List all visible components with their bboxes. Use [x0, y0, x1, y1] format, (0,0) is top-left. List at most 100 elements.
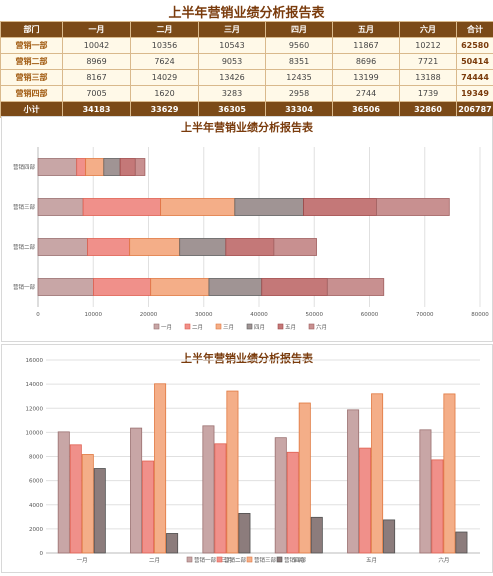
column-bar: [432, 460, 443, 553]
column-bar: [227, 391, 238, 553]
value-cell: 13188: [400, 70, 457, 86]
column-chart: 上半年营销业绩分析报告表0200040006000800010000120001…: [2, 345, 492, 572]
y-tick-label: 营销四部: [13, 163, 36, 171]
legend-label: 营销四部: [284, 556, 307, 564]
legend-label: 营销三部: [254, 556, 277, 564]
dept-cell: 营销二部: [1, 54, 63, 70]
total-cell: 74444: [457, 70, 493, 86]
value-cell: 10042: [63, 38, 131, 54]
value-cell: 8969: [63, 54, 131, 70]
legend-label: 一月: [161, 324, 172, 331]
column-bar: [94, 469, 105, 553]
value-cell: 11867: [333, 38, 400, 54]
x-tick-label: 10000: [85, 312, 103, 318]
value-cell: 8167: [63, 70, 131, 86]
bar-segment: [262, 279, 328, 296]
x-tick-label: 50000: [306, 312, 324, 318]
y-tick-label: 4000: [29, 503, 43, 509]
bar-segment: [151, 279, 209, 296]
table-header-row: 部门一月二月三月四月五月六月合计: [1, 22, 493, 38]
bar-segment: [209, 279, 262, 296]
chart-title: 上半年营销业绩分析报告表: [181, 120, 314, 134]
x-tick-label: 30000: [195, 312, 213, 318]
y-tick-label: 16000: [26, 358, 44, 364]
dept-cell: 营销四部: [1, 86, 63, 102]
x-tick-label: 0: [36, 312, 40, 318]
bar-segment: [130, 239, 180, 256]
column-bar: [299, 403, 310, 553]
bar-segment: [38, 279, 93, 296]
value-cell: 1739: [400, 86, 457, 102]
column-bar: [444, 394, 455, 553]
column-bar: [70, 445, 81, 553]
value-cell: 13426: [199, 70, 266, 86]
column-bar: [131, 428, 142, 553]
legend-label: 营销二部: [224, 556, 247, 564]
column-bar: [311, 517, 322, 553]
value-cell: 10212: [400, 38, 457, 54]
column-bar: [215, 444, 226, 553]
value-cell: 7624: [131, 54, 199, 70]
column-bar: [360, 448, 371, 553]
value-cell: 1620: [131, 86, 199, 102]
bar-segment: [86, 159, 104, 176]
bar-segment: [226, 239, 274, 256]
value-cell: 10356: [131, 38, 199, 54]
legend-label: 六月: [316, 323, 327, 331]
legend-swatch: [309, 324, 314, 329]
x-tick-label: 六月: [438, 556, 449, 564]
x-tick-label: 80000: [471, 312, 489, 318]
bar-segment: [327, 279, 383, 296]
column-header: 二月: [131, 22, 199, 38]
column-bar: [239, 513, 250, 553]
dept-cell: 营销一部: [1, 38, 63, 54]
x-tick-label: 二月: [149, 557, 160, 564]
value-cell: 8351: [266, 54, 333, 70]
value-cell: 2744: [333, 86, 400, 102]
y-tick-label: 2000: [29, 527, 43, 533]
legend-swatch: [247, 557, 252, 562]
column-header: 一月: [63, 22, 131, 38]
y-tick-label: 营销二部: [13, 243, 36, 251]
column-bar: [58, 432, 69, 553]
legend-swatch: [247, 324, 252, 329]
legend-swatch: [217, 557, 222, 562]
bar-segment: [180, 239, 226, 256]
bar-segment: [161, 199, 235, 216]
column-bar: [348, 410, 359, 553]
bar-segment: [120, 159, 135, 176]
legend-swatch: [154, 324, 159, 329]
column-bar: [420, 430, 431, 553]
bar-segment: [38, 159, 77, 176]
legend-swatch: [216, 324, 221, 329]
value-cell: 2958: [266, 86, 333, 102]
x-tick-label: 70000: [416, 312, 434, 318]
column-header: 五月: [333, 22, 400, 38]
bar-segment: [83, 199, 161, 216]
y-tick-label: 6000: [29, 479, 43, 485]
bar-segment: [104, 159, 120, 176]
legend-label: 三月: [223, 324, 234, 331]
total-cell: 50414: [457, 54, 493, 70]
total-cell: 62580: [457, 38, 493, 54]
value-cell: 9053: [199, 54, 266, 70]
x-tick-label: 五月: [366, 557, 377, 564]
column-bar: [143, 461, 154, 553]
value-cell: 13199: [333, 70, 400, 86]
bar-segment: [38, 239, 88, 256]
dept-cell: 营销三部: [1, 70, 63, 86]
y-tick-label: 8000: [29, 455, 43, 461]
bar-segment: [304, 199, 377, 216]
column-bar: [155, 384, 166, 553]
y-tick-label: 14000: [26, 382, 44, 388]
column-bar: [456, 532, 467, 553]
bar-segment: [93, 279, 150, 296]
column-bar: [82, 454, 93, 553]
